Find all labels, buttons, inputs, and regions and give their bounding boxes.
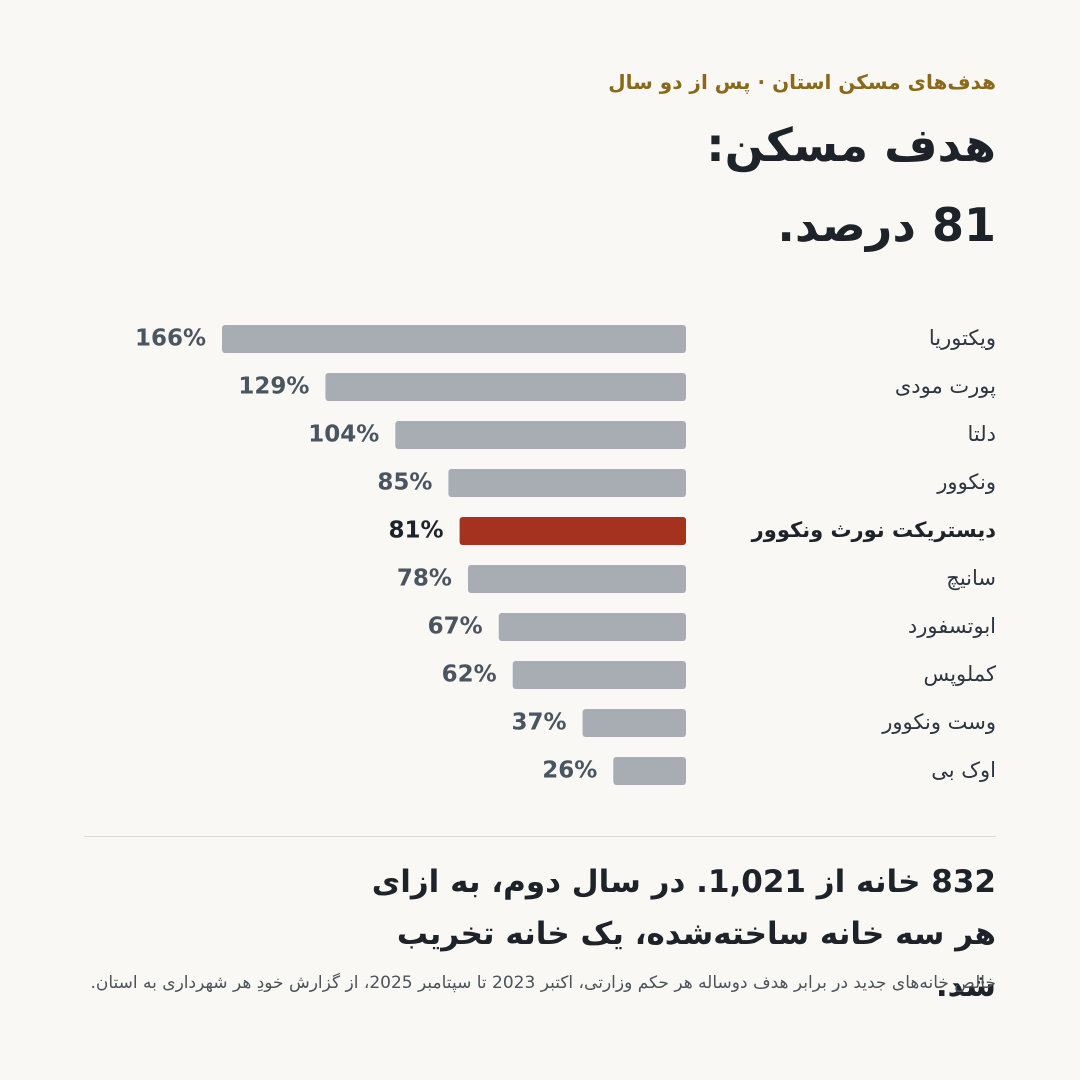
category-label: اوک بی bbox=[931, 758, 996, 782]
subtitle: هدف‌های مسکن استان · پس از دو سال bbox=[608, 70, 996, 94]
value-label: 129% bbox=[238, 374, 309, 400]
divider bbox=[84, 836, 996, 837]
value-label: 78% bbox=[397, 566, 452, 592]
bar bbox=[325, 373, 686, 401]
title: هدف مسکن: bbox=[706, 118, 996, 172]
bar bbox=[582, 709, 686, 737]
category-label: وست ونکوور bbox=[881, 710, 996, 734]
category-label: دیستریکت نورث ونکوور bbox=[751, 518, 997, 542]
category-label: ویکتوریا bbox=[929, 326, 996, 350]
title: 81 درصد. bbox=[777, 198, 996, 252]
bar bbox=[498, 613, 686, 641]
category-label: سانیچ bbox=[946, 566, 996, 590]
category-label: پورت مودی bbox=[895, 374, 996, 398]
category-label: ونکوور bbox=[936, 470, 996, 494]
value-label: 166% bbox=[135, 326, 206, 352]
note: خالص خانه‌های جدید در برابر هدف دوساله ه… bbox=[90, 973, 996, 993]
bar bbox=[512, 661, 686, 689]
chart: 166% ویکتوریا 129% پورت مودی 104% دلتا 85% ونکو… bbox=[135, 325, 997, 785]
value-label: 26% bbox=[542, 758, 597, 784]
bar bbox=[459, 517, 686, 545]
category-label: دلتا bbox=[968, 422, 997, 446]
value-label: 62% bbox=[442, 662, 497, 688]
value-label: 81% bbox=[389, 518, 444, 544]
bar bbox=[222, 325, 686, 353]
value-label: 104% bbox=[308, 422, 379, 448]
bar bbox=[467, 565, 686, 593]
value-label: 37% bbox=[512, 710, 567, 736]
category-label: کملوپس bbox=[923, 662, 996, 686]
bar bbox=[613, 757, 686, 785]
category-label: ابوتسفورد bbox=[908, 614, 996, 638]
value-label: 85% bbox=[377, 470, 432, 496]
value-label: 67% bbox=[428, 614, 483, 640]
bar bbox=[395, 421, 686, 449]
bar bbox=[448, 469, 686, 497]
headline: 832 خانه از 1,021. در سال دوم، به ازای ه… bbox=[371, 864, 996, 1004]
